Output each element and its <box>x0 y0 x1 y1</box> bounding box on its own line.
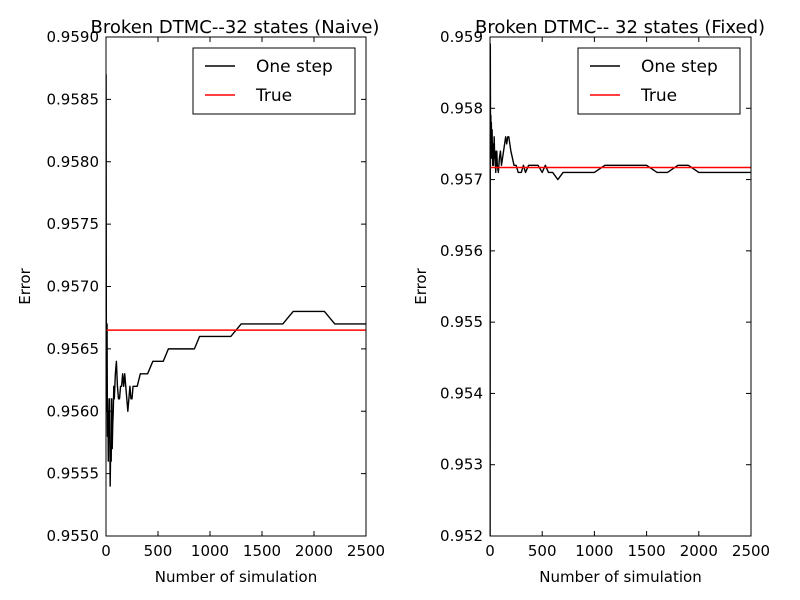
y-tick-label: 0.9585 <box>47 90 100 108</box>
x-tick-label: 0 <box>101 542 111 560</box>
legend-label: One step <box>641 57 718 77</box>
legend-label: True <box>640 86 677 106</box>
x-axis-label: Number of simulation <box>539 568 701 586</box>
chart-title: Broken DTMC-- 32 states (Fixed) <box>475 17 765 38</box>
chart-naive: Broken DTMC--32 states (Naive) 0 500 1000 15… <box>16 17 385 586</box>
series-group <box>490 43 751 536</box>
x-tick-label: 0 <box>485 542 495 560</box>
y-tick-label: 0.959 <box>440 28 483 46</box>
x-tick-label: 2000 <box>680 542 718 560</box>
x-tick-label: 500 <box>528 542 557 560</box>
x-tick-label: 1500 <box>243 542 281 560</box>
y-tick-label: 0.9570 <box>47 278 100 296</box>
x-axis-label: Number of simulation <box>155 568 317 586</box>
legend-box <box>577 47 741 115</box>
legend: One step True <box>577 47 741 115</box>
x-tick-label: 2500 <box>732 542 770 560</box>
x-tick-label: 1000 <box>575 542 613 560</box>
x-tick-label: 2500 <box>347 542 385 560</box>
y-tick-label: 0.9580 <box>47 153 100 171</box>
y-tick-label: 0.956 <box>440 242 483 260</box>
y-tick-label: 0.9555 <box>47 465 100 483</box>
y-axis-label: Error <box>16 267 34 304</box>
series-group <box>106 74 366 487</box>
y-tick-label: 0.9590 <box>47 28 100 46</box>
y-tick-label: 0.9560 <box>47 402 100 420</box>
chart-fixed: Broken DTMC-- 32 states (Fixed) 0 500 1000 1… <box>412 17 770 586</box>
y-tick-label: 0.955 <box>440 313 483 331</box>
y-tick-label: 0.953 <box>440 456 483 474</box>
legend-box <box>192 47 356 115</box>
x-tick-label: 500 <box>144 542 173 560</box>
y-tick-label: 0.957 <box>440 171 483 189</box>
x-tick-label: 1500 <box>628 542 666 560</box>
y-tick-label: 0.9550 <box>47 527 100 545</box>
y-tick-label: 0.9575 <box>47 215 100 233</box>
y-tick-label: 0.958 <box>440 99 483 117</box>
chart-title: Broken DTMC--32 states (Naive) <box>91 17 380 38</box>
x-tick-label: 1000 <box>191 542 229 560</box>
legend: One step True <box>192 47 356 115</box>
axes-frame <box>489 36 752 537</box>
y-tick-label: 0.954 <box>440 384 483 402</box>
y-axis-label: Error <box>412 267 430 304</box>
x-tick-label: 2000 <box>295 542 333 560</box>
legend-label: True <box>255 86 292 106</box>
y-tick-label: 0.952 <box>440 527 483 545</box>
series-line-one-step <box>106 74 366 487</box>
series-line-one-step <box>490 43 751 536</box>
y-tick-label: 0.9565 <box>47 340 100 358</box>
legend-label: One step <box>256 57 333 77</box>
